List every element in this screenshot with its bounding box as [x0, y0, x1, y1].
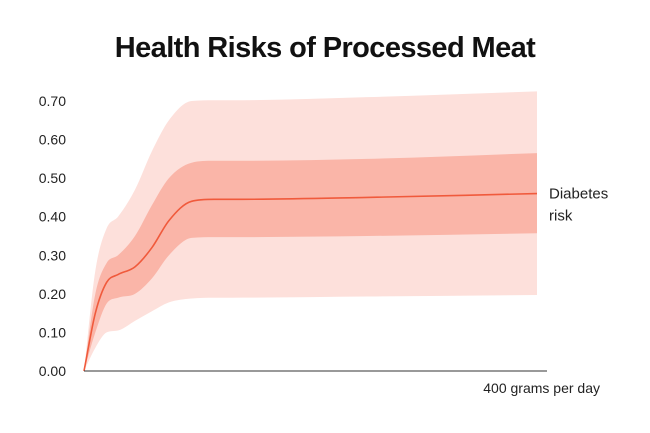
y-tick-label: 0.00	[39, 363, 66, 379]
series-label: Diabetes risk	[549, 186, 608, 225]
series-line	[83, 192, 538, 372]
y-tick-label: 0.50	[39, 170, 66, 186]
y-tick-label: 0.60	[39, 132, 66, 148]
y-tick-label: 0.10	[39, 324, 66, 340]
axis-labels: Diabetes risk 0.00 0.10 0.20 0.30 0.40 0.50 0.60…	[39, 93, 608, 396]
y-tick-label: 0.70	[39, 93, 66, 109]
x-end-label: 400 grams per day	[483, 380, 600, 396]
y-tick-label: 0.30	[39, 247, 66, 263]
inner-confidence-band	[84, 153, 537, 371]
y-tick-label: 0.40	[39, 209, 66, 225]
confidence-bands	[84, 91, 537, 372]
y-tick-label: 0.20	[39, 286, 66, 302]
series-lines	[83, 192, 538, 372]
chart-title: Health Risks of Processed Meat	[114, 32, 536, 64]
